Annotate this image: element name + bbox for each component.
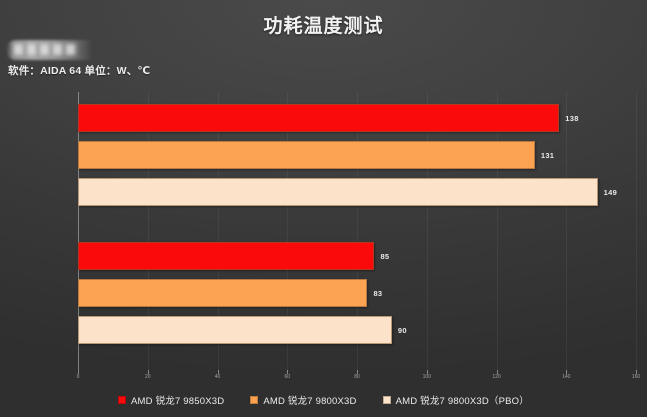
- x-axis-tick-label: 100: [422, 374, 431, 380]
- gridline: [426, 92, 428, 370]
- gridline: [636, 92, 637, 370]
- bar[interactable]: [78, 104, 560, 132]
- x-axis-tick-label: 160: [631, 374, 641, 380]
- plot-area: 020406080100120140160138131149烤机功耗858390…: [77, 92, 640, 380]
- bar-group: 858390烤机温度: [78, 242, 636, 344]
- gridline: [147, 92, 149, 370]
- x-axis-tick: [636, 370, 637, 374]
- x-axis-tick: [78, 370, 79, 374]
- bar-row: 85: [78, 242, 389, 270]
- x-axis-tick: [496, 370, 498, 374]
- x-axis-tick-label: 40: [214, 374, 221, 380]
- legend-item[interactable]: AMD 锐龙7 9800X3D（PBO）: [382, 393, 529, 407]
- bar-row: 149: [78, 178, 617, 206]
- gridline: [217, 92, 219, 370]
- bar[interactable]: [78, 141, 535, 169]
- bar-value-label: 138: [565, 113, 579, 123]
- x-axis-tick-label: 0: [76, 374, 80, 380]
- legend-item-label: AMD 锐龙7 9850X3D: [131, 396, 225, 407]
- legend-item[interactable]: AMD 锐龙7 9800X3D: [250, 393, 356, 407]
- bar[interactable]: [78, 316, 392, 344]
- legend-swatch-icon: [250, 396, 259, 404]
- x-axis-tick: [566, 370, 568, 374]
- bar-value-label: 90: [397, 325, 407, 335]
- bar-value-label: 131: [540, 150, 555, 160]
- bar-value-label: 85: [380, 251, 390, 261]
- gridline: [566, 92, 568, 370]
- y-axis-line: [78, 92, 79, 370]
- x-axis-tick: [217, 370, 219, 374]
- bar[interactable]: [78, 242, 375, 270]
- bar-row: 131: [78, 141, 554, 169]
- legend-item-label: AMD 锐龙7 9800X3D: [263, 396, 357, 407]
- bar-value-label: 149: [603, 187, 618, 197]
- watermark-logo: [6, 40, 92, 60]
- chart-subtitle: 软件：AIDA 64 单位：W、℃: [8, 65, 151, 77]
- x-axis-tick: [357, 370, 358, 374]
- bar[interactable]: [78, 178, 598, 206]
- bar-row: 90: [78, 316, 407, 344]
- x-axis-tick-label: 120: [492, 374, 501, 380]
- x-axis-tick-label: 20: [144, 374, 151, 380]
- legend-item-label: AMD 锐龙7 9800X3D（PBO）: [395, 396, 529, 407]
- bar-group: 138131149烤机功耗: [78, 104, 636, 206]
- legend-swatch-icon: [382, 396, 391, 404]
- gridline: [496, 92, 498, 370]
- legend-swatch-icon: [118, 396, 127, 404]
- bar-row: 138: [78, 104, 579, 132]
- x-axis-tick-label: 60: [284, 374, 291, 380]
- legend-item[interactable]: AMD 锐龙7 9850X3D: [118, 393, 224, 407]
- gridline: [287, 92, 289, 370]
- page-title: 功耗温度测试: [263, 16, 384, 37]
- x-axis-tick-label: 80: [354, 374, 360, 380]
- bar[interactable]: [78, 279, 368, 307]
- x-axis-tick: [426, 370, 428, 374]
- x-axis-tick: [287, 370, 289, 374]
- chart-legend: AMD 锐龙7 9850X3D AMD 锐龙7 9800X3D AMD 锐龙7 98…: [0, 393, 647, 407]
- x-axis-tick: [147, 370, 149, 374]
- gridline: [357, 92, 358, 370]
- x-axis-tick-label: 140: [562, 374, 571, 380]
- bar-value-label: 83: [373, 288, 383, 298]
- bar-row: 83: [78, 279, 382, 307]
